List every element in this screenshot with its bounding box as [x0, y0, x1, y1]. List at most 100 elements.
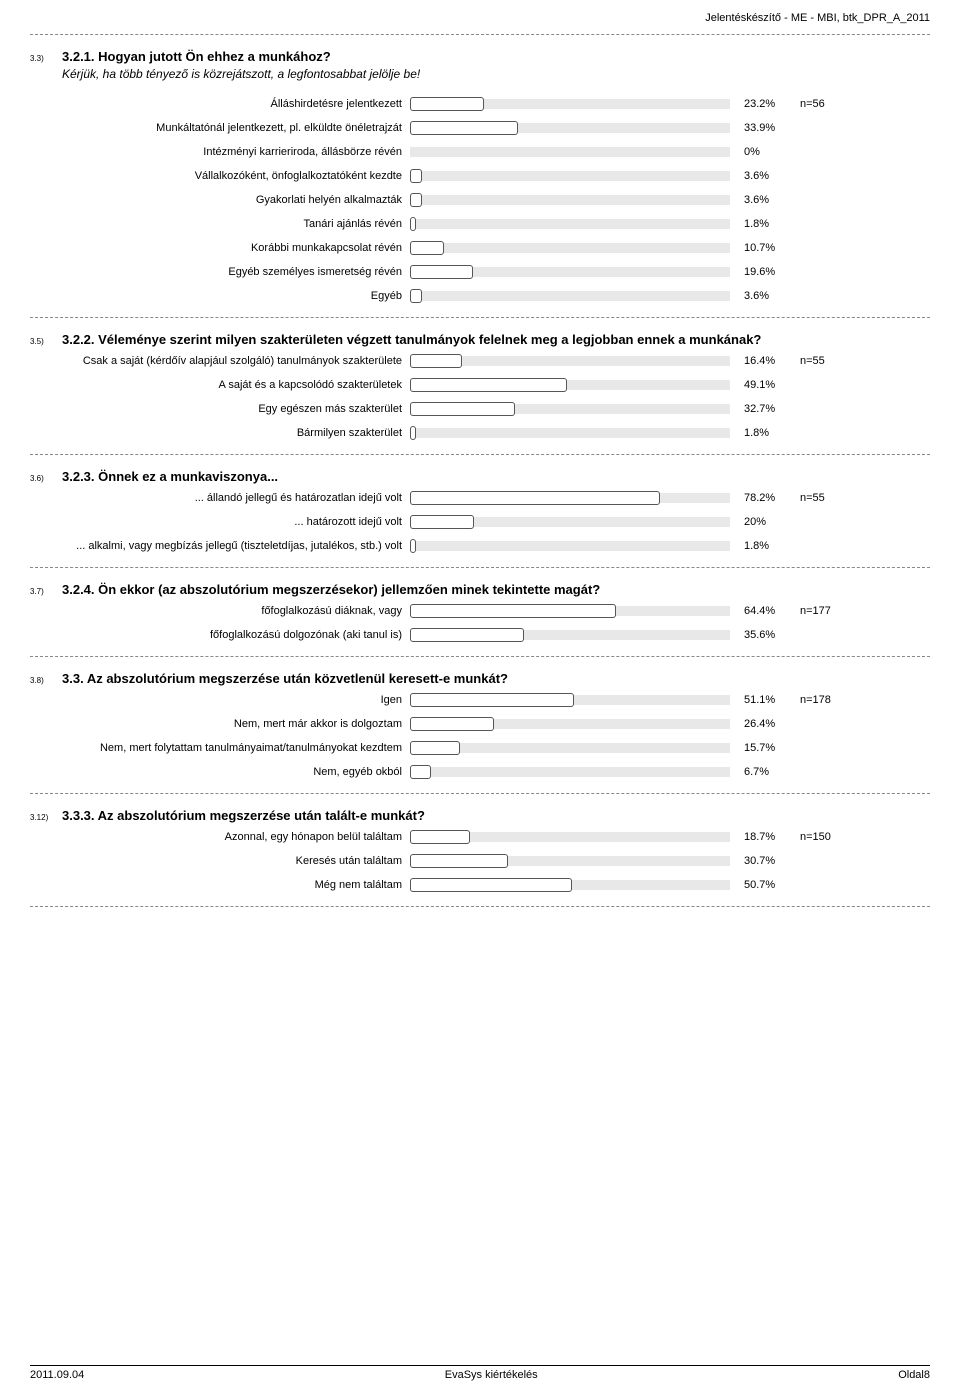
bar-fill: [410, 628, 524, 642]
bar-row: Azonnal, egy hónapon belül találtam 18.7%…: [30, 826, 930, 848]
bar-fill: [410, 717, 494, 731]
bar-fill: [410, 193, 422, 207]
bar-area: [410, 765, 730, 779]
bar-area: [410, 121, 730, 135]
question-sup: 3.3): [30, 54, 54, 63]
question-subtitle: Kérjük, ha több tényező is közrejátszott…: [62, 67, 930, 81]
row-n: n=177: [800, 605, 860, 617]
question-head: 3.3)3.2.1. Hogyan jutott Ön ehhez a munk…: [30, 49, 930, 64]
bar-area: [410, 717, 730, 731]
bar-row: ... határozott idejű volt20%: [30, 511, 930, 533]
bar-fill: [410, 693, 574, 707]
row-label: Azonnal, egy hónapon belül találtam: [30, 831, 410, 843]
bar-row: Egyéb3.6%: [30, 285, 930, 307]
bar-area: [410, 97, 730, 111]
row-percent: 18.7%: [730, 831, 800, 843]
bar-row: Bármilyen szakterület1.8%: [30, 422, 930, 444]
row-n: n=55: [800, 492, 860, 504]
bar-row: Gyakorlati helyén alkalmazták3.6%: [30, 189, 930, 211]
bar-area: [410, 169, 730, 183]
row-percent: 3.6%: [730, 170, 800, 182]
row-label: Munkáltatónál jelentkezett, pl. elküldte…: [30, 122, 410, 134]
row-percent: 1.8%: [730, 540, 800, 552]
bar-fill: [410, 539, 416, 553]
bar-area: [410, 354, 730, 368]
bar-area: [410, 402, 730, 416]
bar-fill: [410, 491, 660, 505]
row-label: főfoglalkozású diáknak, vagy: [30, 605, 410, 617]
row-label: Egyéb személyes ismeretség révén: [30, 266, 410, 278]
row-label: Még nem találtam: [30, 879, 410, 891]
bar-row: Még nem találtam 50.7%: [30, 874, 930, 896]
row-label: Igen: [30, 694, 410, 706]
bar-row: Nem, mert folytattam tanulmányaimat/tanu…: [30, 737, 930, 759]
bar-fill: [410, 289, 422, 303]
row-label: Egy egészen más szakterület: [30, 403, 410, 415]
row-percent: 49.1%: [730, 379, 800, 391]
bar-track: [410, 243, 730, 253]
row-percent: 26.4%: [730, 718, 800, 730]
question-sup: 3.6): [30, 474, 54, 483]
bar-row: Tanári ajánlás révén1.8%: [30, 213, 930, 235]
bar-row: ... alkalmi, vagy megbízás jellegű (tisz…: [30, 535, 930, 557]
row-percent: 30.7%: [730, 855, 800, 867]
row-label: ... határozott idejű volt: [30, 516, 410, 528]
separator: [30, 454, 930, 455]
bar-fill: [410, 765, 431, 779]
bar-fill: [410, 854, 508, 868]
bar-fill: [410, 604, 616, 618]
bar-track: [410, 171, 730, 181]
bar-row: Keresés után találtam 30.7%: [30, 850, 930, 872]
question-block: 3.12)3.3.3. Az abszolutórium megszerzése…: [30, 808, 930, 896]
bar-area: [410, 539, 730, 553]
bar-fill: [410, 515, 474, 529]
bar-track: [410, 195, 730, 205]
separator: [30, 567, 930, 568]
row-percent: 1.8%: [730, 218, 800, 230]
row-percent: 50.7%: [730, 879, 800, 891]
row-label: Álláshirdetésre jelentkezett: [30, 98, 410, 110]
row-label: Bármilyen szakterület: [30, 427, 410, 439]
row-percent: 35.6%: [730, 629, 800, 641]
question-sup: 3.7): [30, 587, 54, 596]
bar-area: [410, 693, 730, 707]
bar-track: [410, 541, 730, 551]
bar-fill: [410, 169, 422, 183]
rows: Csak a saját (kérdőív alapjául szolgáló)…: [30, 350, 930, 444]
bar-row: Egy egészen más szakterület 32.7%: [30, 398, 930, 420]
bar-area: [410, 628, 730, 642]
row-label: Korábbi munkakapcsolat révén: [30, 242, 410, 254]
separator: [30, 34, 930, 35]
bar-fill: [410, 878, 572, 892]
row-percent: 15.7%: [730, 742, 800, 754]
bar-fill: [410, 121, 518, 135]
question-title: 3.2.3. Önnek ez a munkaviszonya...: [62, 469, 278, 484]
row-label: Keresés után találtam: [30, 855, 410, 867]
bar-area: [410, 830, 730, 844]
question-block: 3.8)3.3. Az abszolutórium megszerzése ut…: [30, 671, 930, 783]
bar-row: Korábbi munkakapcsolat révén10.7%: [30, 237, 930, 259]
question-block: 3.3)3.2.1. Hogyan jutott Ön ehhez a munk…: [30, 49, 930, 307]
question-head: 3.5)3.2.2. Véleménye szerint milyen szak…: [30, 332, 930, 347]
bar-fill: [410, 241, 444, 255]
rows: Azonnal, egy hónapon belül találtam 18.7%…: [30, 826, 930, 896]
row-label: A saját és a kapcsolódó szakterületek: [30, 379, 410, 391]
row-percent: 23.2%: [730, 98, 800, 110]
bar-row: Munkáltatónál jelentkezett, pl. elküldte…: [30, 117, 930, 139]
bar-row: Csak a saját (kérdőív alapjául szolgáló)…: [30, 350, 930, 372]
row-label: ... állandó jellegű és határozatlan idej…: [30, 492, 410, 504]
bar-area: [410, 491, 730, 505]
bar-area: [410, 854, 730, 868]
row-percent: 16.4%: [730, 355, 800, 367]
row-label: Intézményi karrieriroda, állásbörze révé…: [30, 146, 410, 158]
question-sup: 3.5): [30, 337, 54, 346]
row-percent: 32.7%: [730, 403, 800, 415]
bar-track: [410, 291, 730, 301]
bar-row: Intézményi karrieriroda, állásbörze révé…: [30, 141, 930, 163]
row-n: n=56: [800, 98, 860, 110]
bar-track: [410, 219, 730, 229]
row-label: Vállalkozóként, önfoglalkoztatóként kezd…: [30, 170, 410, 182]
bar-row: ... állandó jellegű és határozatlan idej…: [30, 487, 930, 509]
bar-row: Álláshirdetésre jelentkezett 23.2%n=56: [30, 93, 930, 115]
bar-area: [410, 193, 730, 207]
